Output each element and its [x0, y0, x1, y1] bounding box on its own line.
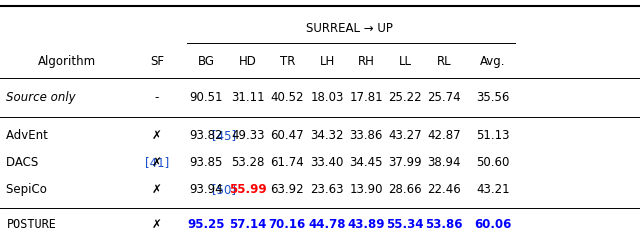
Text: RH: RH — [358, 55, 374, 68]
Text: 55.99: 55.99 — [229, 183, 266, 196]
Text: AdvEnt: AdvEnt — [6, 129, 52, 142]
Text: 57.14: 57.14 — [229, 218, 266, 231]
Text: Avg.: Avg. — [480, 55, 506, 68]
Text: 28.66: 28.66 — [388, 183, 422, 196]
Text: POSTURE: POSTURE — [6, 218, 56, 231]
Text: 35.56: 35.56 — [476, 91, 509, 104]
Text: 42.87: 42.87 — [428, 129, 461, 142]
Text: 18.03: 18.03 — [310, 91, 344, 104]
Text: 49.33: 49.33 — [231, 129, 264, 142]
Text: -: - — [155, 91, 159, 104]
Text: 60.47: 60.47 — [271, 129, 304, 142]
Text: 34.32: 34.32 — [310, 129, 344, 142]
Text: ✗: ✗ — [152, 156, 162, 169]
Text: 43.21: 43.21 — [476, 183, 509, 196]
Text: 34.45: 34.45 — [349, 156, 383, 169]
Text: DACS: DACS — [6, 156, 42, 169]
Text: SepiCo: SepiCo — [6, 183, 51, 196]
Text: TR: TR — [280, 55, 295, 68]
Text: ✗: ✗ — [152, 183, 162, 196]
Text: 95.25: 95.25 — [188, 218, 225, 231]
Text: ✗: ✗ — [152, 129, 162, 142]
Text: 13.90: 13.90 — [349, 183, 383, 196]
Text: 70.16: 70.16 — [269, 218, 306, 231]
Text: 93.82: 93.82 — [189, 129, 223, 142]
Text: [45]: [45] — [212, 129, 236, 142]
Text: 33.40: 33.40 — [310, 156, 344, 169]
Text: 25.22: 25.22 — [388, 91, 422, 104]
Text: 43.89: 43.89 — [348, 218, 385, 231]
Text: 22.46: 22.46 — [428, 183, 461, 196]
Text: 51.13: 51.13 — [476, 129, 509, 142]
Text: ✗: ✗ — [152, 218, 162, 231]
Text: 31.11: 31.11 — [231, 91, 264, 104]
Text: SURREAL → UP: SURREAL → UP — [306, 22, 393, 35]
Text: 17.81: 17.81 — [349, 91, 383, 104]
Text: 50.60: 50.60 — [476, 156, 509, 169]
Text: 33.86: 33.86 — [349, 129, 383, 142]
Text: Source only: Source only — [6, 91, 76, 104]
Text: 60.06: 60.06 — [474, 218, 511, 231]
Text: 25.74: 25.74 — [428, 91, 461, 104]
Text: 44.78: 44.78 — [308, 218, 346, 231]
Text: 23.63: 23.63 — [310, 183, 344, 196]
Text: 90.51: 90.51 — [189, 91, 223, 104]
Text: LH: LH — [319, 55, 335, 68]
Text: 37.99: 37.99 — [388, 156, 422, 169]
Text: 53.28: 53.28 — [231, 156, 264, 169]
Text: SF: SF — [150, 55, 164, 68]
Text: [50]: [50] — [212, 183, 236, 196]
Text: 61.74: 61.74 — [271, 156, 304, 169]
Text: LL: LL — [399, 55, 412, 68]
Text: 43.27: 43.27 — [388, 129, 422, 142]
Text: 93.94: 93.94 — [189, 183, 223, 196]
Text: RL: RL — [437, 55, 451, 68]
Text: 38.94: 38.94 — [428, 156, 461, 169]
Text: [41]: [41] — [145, 156, 169, 169]
Text: HD: HD — [239, 55, 257, 68]
Text: Algorithm: Algorithm — [38, 55, 96, 68]
Text: 53.86: 53.86 — [426, 218, 463, 231]
Text: 93.85: 93.85 — [189, 156, 223, 169]
Text: 55.34: 55.34 — [387, 218, 424, 231]
Text: 40.52: 40.52 — [271, 91, 304, 104]
Text: BG: BG — [198, 55, 214, 68]
Text: 63.92: 63.92 — [271, 183, 304, 196]
